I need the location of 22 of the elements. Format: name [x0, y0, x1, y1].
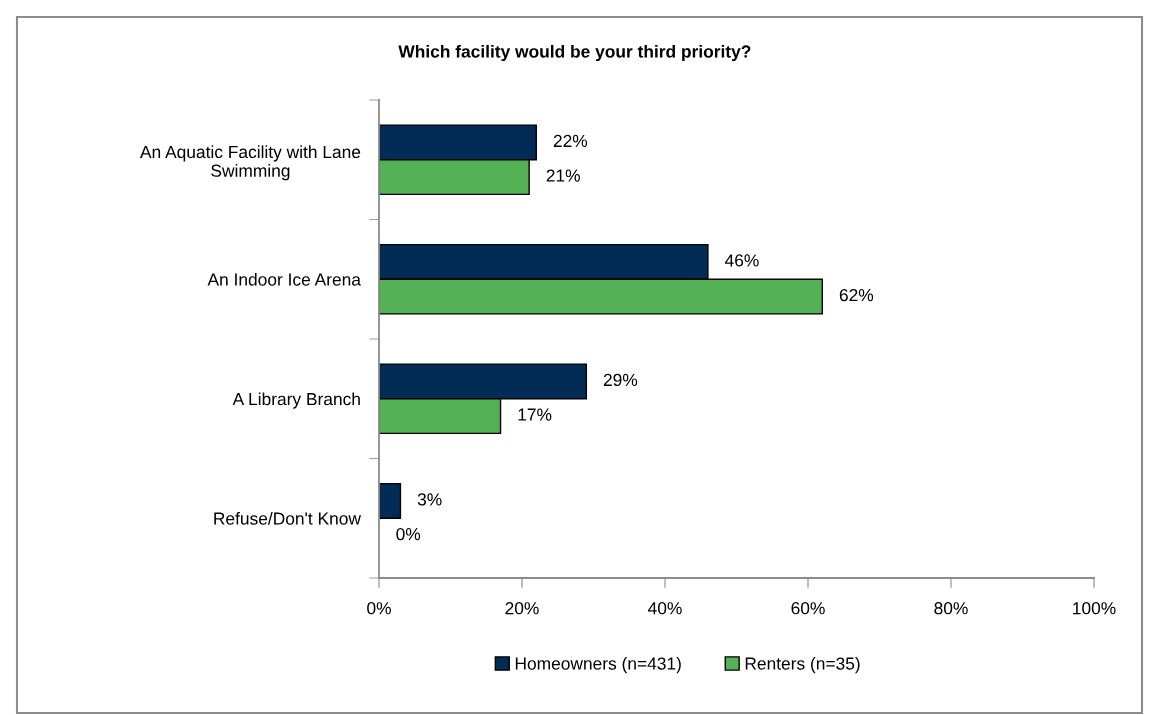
- data-label: 46%: [724, 254, 759, 267]
- data-label: 0%: [396, 527, 421, 541]
- x-tick-label: 0%: [367, 602, 391, 615]
- y-tick-label: Refuse/Don't Know: [214, 511, 361, 525]
- x-tick-label: 100%: [1073, 602, 1116, 615]
- y-tick-label: An Aquatic Facility with Lane Swimming: [140, 145, 361, 181]
- data-label: 3%: [417, 493, 442, 506]
- data-label: 17%: [518, 408, 552, 421]
- y-tick-label: An Indoor Ice Arena: [207, 272, 361, 286]
- y-tick-label: A Library Branch: [232, 392, 360, 409]
- data-label: 29%: [603, 373, 638, 387]
- x-tick-label: 20%: [505, 602, 539, 615]
- x-tick-label: 40%: [648, 602, 682, 615]
- data-label: 22%: [553, 134, 588, 148]
- legend-label: Renters (n=35): [745, 656, 860, 674]
- x-tick-label: 60%: [791, 602, 825, 615]
- data-label: 21%: [546, 169, 580, 182]
- bar: [379, 482, 402, 519]
- x-tick-label: 80%: [934, 602, 968, 615]
- chart-title: Which facility would be your third priority?: [398, 44, 751, 62]
- legend-label: Homeowners (n=431): [515, 656, 681, 674]
- data-label: 62%: [839, 288, 874, 302]
